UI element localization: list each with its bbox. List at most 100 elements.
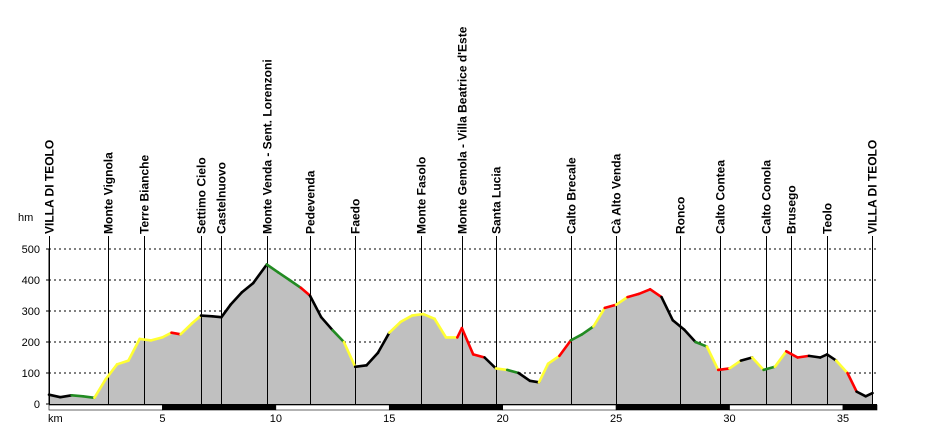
profile-segment	[483, 356, 498, 370]
x-tick-label: 35	[837, 413, 849, 425]
waypoint-labels: VILLA DI TEOLO Monte Vignola Terre Bianche…	[43, 26, 880, 234]
profile-segment	[410, 312, 425, 317]
waypoint-label: Cà Alto Venda	[610, 153, 624, 234]
x-tick-label: 20	[497, 413, 509, 425]
profile-segment	[251, 263, 269, 285]
profile-segment	[58, 393, 73, 399]
profile-segment	[517, 371, 532, 383]
waypoint-label: Ronco	[674, 197, 688, 234]
profile-segment	[47, 393, 62, 399]
profile-segment	[784, 349, 799, 359]
profile-segment	[455, 326, 464, 339]
profile-segment	[299, 286, 312, 297]
waypoint-label: Brusego	[785, 185, 799, 234]
x-tick-label: 5	[159, 413, 165, 425]
profile-segment	[546, 354, 561, 366]
profile-segment	[648, 287, 663, 299]
waypoint-label: Settimo Cielo	[195, 157, 209, 234]
waypoint-label: Monte Gemola - Villa Beatrice d'Este	[456, 26, 470, 234]
profile-segment	[471, 353, 486, 359]
profile-segment	[807, 354, 822, 359]
y-tick-label: 100	[22, 368, 40, 380]
profile-segment	[220, 303, 232, 319]
profile-segment	[558, 339, 573, 358]
waypoint-label: VILLA DI TEOLO	[866, 140, 880, 234]
y-tick-label: 400	[22, 275, 40, 287]
x-tick-label: 10	[270, 413, 282, 425]
waypoint-label: Calto Brecale	[565, 157, 579, 234]
profile-segment	[211, 314, 223, 319]
profile-segment	[494, 367, 509, 372]
profile-segment	[331, 328, 346, 344]
profile-segment	[796, 354, 811, 359]
scale-bar-segment	[729, 404, 844, 411]
waypoint-label: Santa Lucia	[490, 166, 504, 234]
profile-segment	[319, 315, 334, 332]
tick-labels: 0 100 200 300 400 500 5 10 15 20 25 30 35	[22, 244, 849, 425]
profile-segment	[660, 295, 675, 322]
waypoint-label: Monte Vignola	[102, 152, 116, 234]
waypoint-label: Calto Conola	[760, 160, 774, 234]
profile-segment	[199, 314, 214, 318]
profile-segment	[433, 317, 448, 339]
profile-segment	[671, 318, 686, 331]
profile-segment	[342, 340, 357, 369]
profile-segment	[825, 353, 838, 362]
profile-segment	[138, 337, 153, 342]
profile-segment	[834, 359, 849, 375]
profile-segment	[399, 314, 414, 324]
profile-segment	[265, 263, 280, 274]
waypoint-label: VILLA DI TEOLO	[43, 140, 57, 234]
scale-bar-segment	[615, 404, 730, 411]
profile-segment	[855, 390, 868, 398]
profile-segment	[421, 312, 436, 321]
profile-segment	[104, 362, 119, 381]
profile-segment	[81, 394, 96, 400]
profile-segment	[569, 332, 584, 342]
waypoint-label: Calto Contea	[714, 160, 728, 234]
profile-segment	[127, 337, 141, 362]
scale-bar-segment	[388, 404, 503, 411]
profile-segment	[603, 303, 618, 310]
profile-segment	[750, 356, 765, 372]
profile-segment	[614, 295, 629, 307]
y-tick-label: 500	[22, 244, 40, 256]
profile-segment	[773, 349, 788, 369]
profile-segment	[170, 331, 182, 336]
profile-segment	[93, 377, 107, 400]
waypoint-label: Monte Fasolo	[415, 157, 429, 234]
scale-bar-segment	[275, 404, 390, 411]
profile-segment	[739, 356, 754, 362]
profile-segment	[864, 391, 874, 398]
profile-segment	[846, 371, 858, 393]
profile-segment	[580, 325, 595, 336]
waypoint-label: Terre Bianche	[138, 155, 152, 234]
profile-segment	[387, 320, 402, 335]
profile-segment	[70, 393, 85, 398]
axes	[46, 248, 878, 411]
scale-bar-segment	[162, 404, 277, 411]
profile-segment	[353, 363, 368, 369]
y-axis-label: hm	[18, 212, 33, 224]
scale-bar-segment	[48, 404, 163, 411]
waypoint-label: Pedevenda	[304, 170, 318, 234]
profile-segment	[728, 359, 743, 370]
profile-segment	[308, 294, 323, 319]
y-tick-label: 200	[22, 337, 40, 349]
profile-segment	[276, 270, 291, 282]
profile-segment	[190, 314, 203, 325]
scale-bar-segment	[502, 404, 617, 411]
profile-segment	[365, 351, 380, 367]
profile-segment	[537, 362, 550, 384]
terrain-fill	[49, 264, 873, 404]
waypoint-label: Teolo	[821, 203, 835, 234]
profile-segment	[240, 281, 255, 294]
profile-segment	[376, 331, 391, 355]
waypoint-label: Castelnuovo	[215, 162, 229, 234]
profile-segment	[115, 359, 130, 366]
profile-segment	[179, 322, 194, 336]
profile-segment	[460, 326, 475, 356]
profile-segment	[637, 287, 652, 296]
x-tick-label: 30	[723, 413, 735, 425]
